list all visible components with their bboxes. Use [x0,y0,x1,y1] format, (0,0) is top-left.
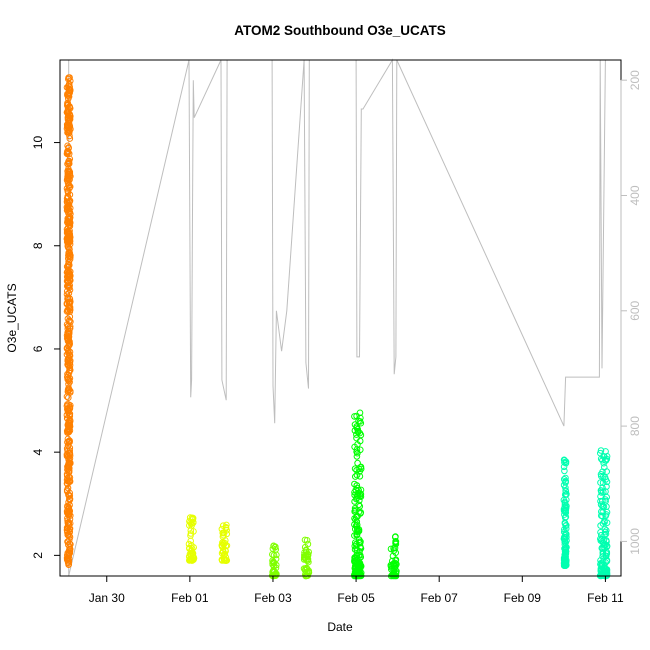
data-point [357,504,363,510]
data-point [352,466,358,472]
data-point [562,468,568,474]
data-point [355,460,361,466]
y-tick-label: 4 [31,449,45,456]
data-points-layer [64,75,610,579]
x-tick-label: Feb 11 [587,591,624,605]
y2-tick-label: 600 [628,300,642,320]
x-tick-label: Feb 01 [171,591,209,605]
x-axis: Jan 30 Feb 01 Feb 03 Feb 05 Feb 07 Feb 09 Feb … [89,576,624,605]
x-axis-label: Date [327,620,353,634]
pressure-trace-line [69,60,606,576]
y-tick-label: 6 [31,345,45,352]
plot-frame [60,60,621,576]
y-axis-left: 2 4 6 8 10 [31,136,60,559]
x-tick-label: Feb 03 [254,591,292,605]
pressure-trace-layer [69,60,606,576]
y2-tick-label: 400 [628,185,642,205]
y-tick-label: 10 [31,136,45,150]
y2-tick-label: 800 [628,416,642,436]
x-tick-label: Feb 09 [504,591,542,605]
chart-title: ATOM2 Southbound O3e_UCATS [234,23,446,38]
y2-tick-label: 200 [628,70,642,90]
x-tick-label: Feb 07 [421,591,459,605]
y-axis-right: 200 400 600 800 1000 [621,70,642,555]
y-tick-label: 8 [31,242,45,249]
y-tick-label: 2 [31,552,45,559]
x-tick-label: Feb 05 [337,591,375,605]
y2-tick-label: 1000 [628,528,642,555]
x-tick-label: Jan 30 [89,591,125,605]
y-axis-label: O3e_UCATS [5,283,19,352]
